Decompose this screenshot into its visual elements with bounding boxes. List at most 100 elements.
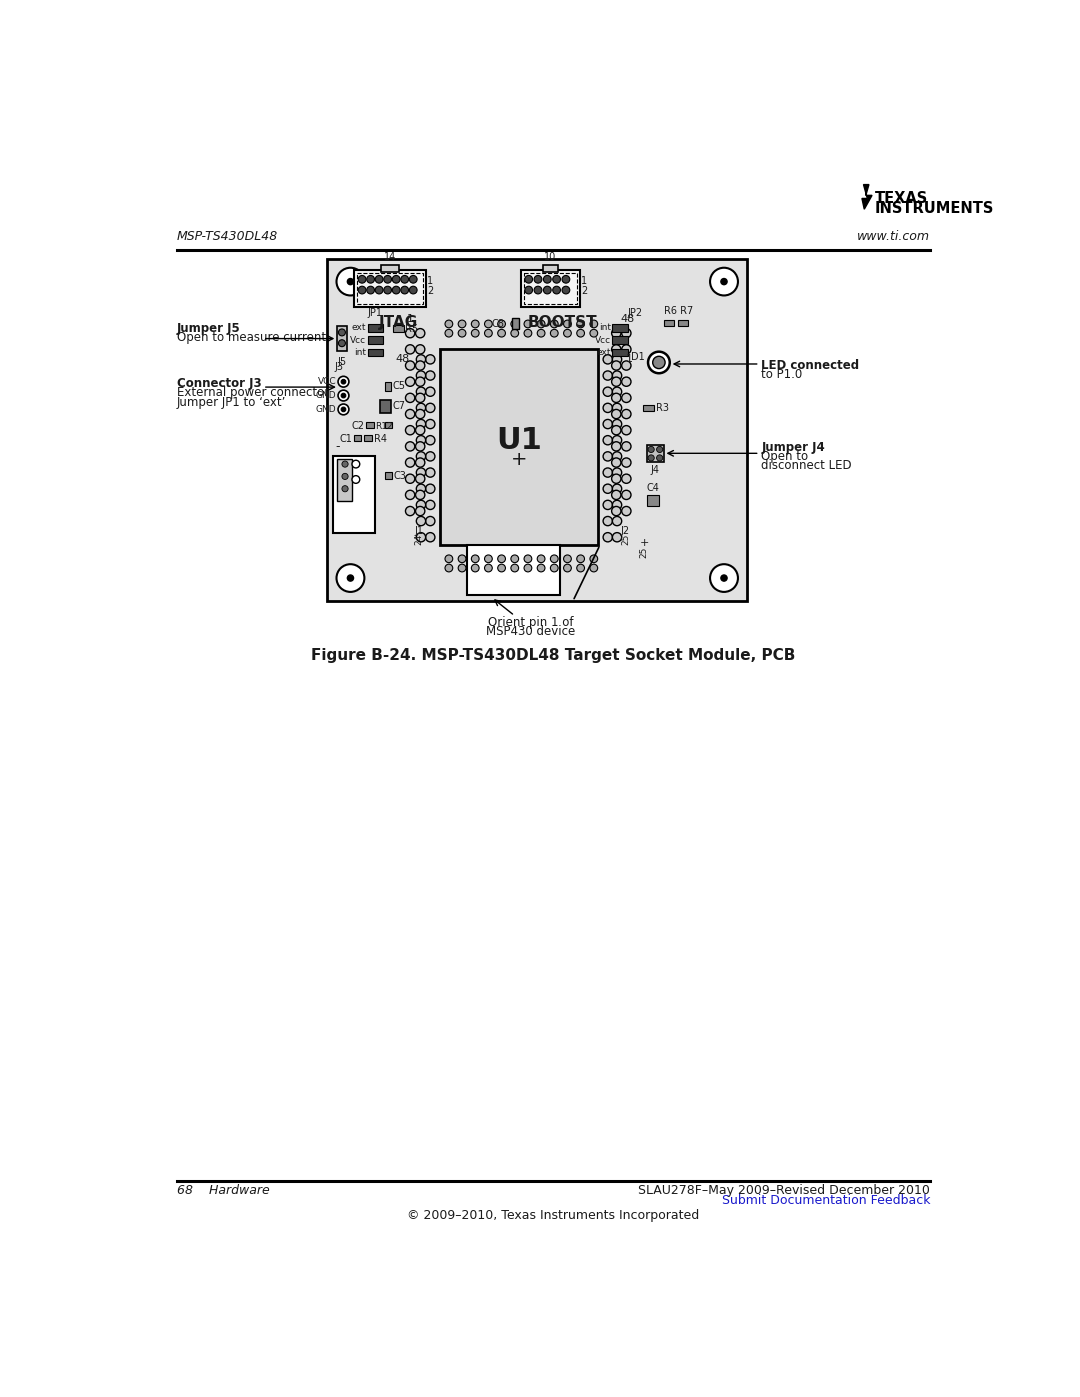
Circle shape [611, 393, 621, 402]
Circle shape [471, 564, 480, 571]
Text: Vcc: Vcc [350, 335, 366, 345]
Text: MSP430 device: MSP430 device [486, 624, 575, 638]
Bar [367, 324, 383, 331]
Circle shape [405, 441, 415, 451]
Text: 48: 48 [396, 355, 410, 365]
Circle shape [426, 451, 435, 461]
Circle shape [612, 387, 622, 397]
Circle shape [485, 555, 492, 563]
Circle shape [401, 275, 408, 284]
Text: R4: R4 [374, 434, 387, 444]
Circle shape [405, 426, 415, 434]
Circle shape [416, 507, 424, 515]
Text: C5: C5 [392, 381, 405, 391]
Circle shape [416, 474, 424, 483]
Circle shape [341, 380, 346, 384]
Text: INSTRUMENTS: INSTRUMENTS [875, 201, 995, 215]
Bar [384, 472, 392, 479]
Circle shape [612, 355, 622, 365]
Circle shape [498, 555, 505, 563]
Text: int: int [354, 348, 366, 358]
Circle shape [603, 355, 612, 365]
Circle shape [603, 387, 612, 397]
Circle shape [537, 555, 545, 563]
Circle shape [416, 409, 424, 419]
Circle shape [721, 278, 727, 285]
Text: 10: 10 [544, 253, 556, 263]
Bar [353, 434, 362, 441]
Circle shape [342, 474, 348, 479]
Circle shape [590, 564, 597, 571]
Circle shape [622, 474, 631, 483]
Bar [521, 270, 580, 307]
Circle shape [426, 532, 435, 542]
Circle shape [426, 355, 435, 365]
Text: Connector J3: Connector J3 [177, 377, 261, 390]
Text: 48: 48 [621, 314, 635, 324]
Circle shape [603, 436, 612, 444]
Text: 14: 14 [383, 253, 396, 263]
Bar [380, 264, 400, 272]
Circle shape [710, 564, 738, 592]
Circle shape [603, 451, 612, 461]
Circle shape [416, 355, 426, 365]
Circle shape [426, 517, 435, 525]
Text: www.ti.com: www.ti.com [858, 231, 930, 243]
Circle shape [359, 286, 366, 293]
Circle shape [338, 404, 349, 415]
Circle shape [525, 275, 532, 284]
Circle shape [603, 404, 612, 412]
Bar [367, 349, 383, 356]
Circle shape [416, 532, 426, 542]
Circle shape [426, 404, 435, 412]
Circle shape [416, 468, 426, 478]
Text: -: - [335, 440, 339, 453]
Circle shape [416, 372, 426, 380]
Text: J1: J1 [415, 525, 423, 535]
Bar [440, 349, 598, 545]
Circle shape [577, 564, 584, 571]
Circle shape [498, 320, 505, 328]
Circle shape [341, 393, 346, 398]
Text: Jumper J4: Jumper J4 [761, 441, 825, 454]
Circle shape [383, 286, 392, 293]
Text: Orient pin 1 of: Orient pin 1 of [487, 616, 573, 629]
Circle shape [416, 377, 424, 387]
Circle shape [535, 286, 542, 293]
Circle shape [405, 474, 415, 483]
Text: 1: 1 [428, 275, 433, 286]
Bar [384, 422, 392, 427]
Circle shape [426, 500, 435, 510]
Bar [677, 320, 688, 327]
Circle shape [612, 436, 622, 444]
Circle shape [622, 441, 631, 451]
Circle shape [577, 555, 584, 563]
Text: J3: J3 [335, 362, 343, 373]
Text: Submit Documentation Feedback: Submit Documentation Feedback [721, 1194, 930, 1207]
Circle shape [458, 564, 465, 571]
Circle shape [445, 320, 453, 328]
Circle shape [445, 555, 453, 563]
Circle shape [498, 564, 505, 571]
Circle shape [612, 485, 622, 493]
Text: 2: 2 [581, 286, 588, 296]
Circle shape [416, 436, 426, 444]
Circle shape [352, 460, 360, 468]
Circle shape [426, 468, 435, 478]
Bar [366, 422, 374, 427]
Text: Open to: Open to [761, 450, 808, 464]
Circle shape [721, 576, 727, 581]
Circle shape [405, 458, 415, 467]
Circle shape [367, 286, 375, 293]
Text: External power connector: External power connector [177, 387, 329, 400]
Circle shape [562, 275, 570, 284]
Circle shape [622, 360, 631, 370]
Circle shape [416, 517, 426, 525]
Circle shape [416, 458, 424, 467]
Circle shape [405, 490, 415, 500]
Circle shape [537, 320, 545, 328]
Circle shape [405, 507, 415, 515]
Circle shape [338, 339, 346, 346]
Circle shape [485, 564, 492, 571]
Bar [384, 381, 391, 391]
